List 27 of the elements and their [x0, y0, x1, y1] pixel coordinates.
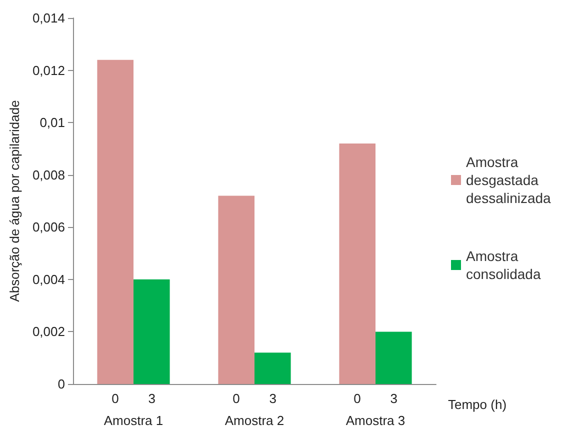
x-tick-label: Amostra 1 — [104, 413, 164, 428]
bar — [339, 143, 376, 384]
legend-label: Amostra desgastada dessalinizada — [466, 154, 552, 206]
bar — [97, 60, 134, 384]
text: 0 — [232, 391, 240, 406]
y-tick-label: 0,01 — [40, 115, 65, 130]
text: 3 — [269, 391, 276, 406]
y-tick-label: 0,002 — [32, 324, 65, 340]
text: 3 — [390, 391, 398, 406]
y-tick-label: 0,004 — [32, 272, 65, 287]
y-axis-title: Absorção de água por capilaridade — [7, 100, 22, 302]
text: 0 — [354, 391, 361, 406]
x-tick-label: Amostra 2 — [224, 413, 284, 428]
legend-label: Amostra consolidada — [466, 248, 541, 282]
bar — [254, 352, 291, 384]
y-tick-label: 0 — [58, 376, 65, 392]
bar — [376, 332, 412, 384]
x-axis-title: Tempo (h) — [448, 397, 507, 412]
y-tick-label: 0,012 — [32, 62, 65, 78]
text: 0 — [112, 391, 119, 406]
y-tick-label: 0,008 — [32, 167, 65, 182]
bar — [134, 279, 170, 384]
y-tick-label: 0,006 — [32, 220, 65, 235]
x-tick-label: Amostra 3 — [346, 413, 406, 428]
bar — [218, 196, 254, 384]
y-tick-label: 0,014 — [32, 10, 65, 26]
text: 3 — [148, 391, 156, 406]
